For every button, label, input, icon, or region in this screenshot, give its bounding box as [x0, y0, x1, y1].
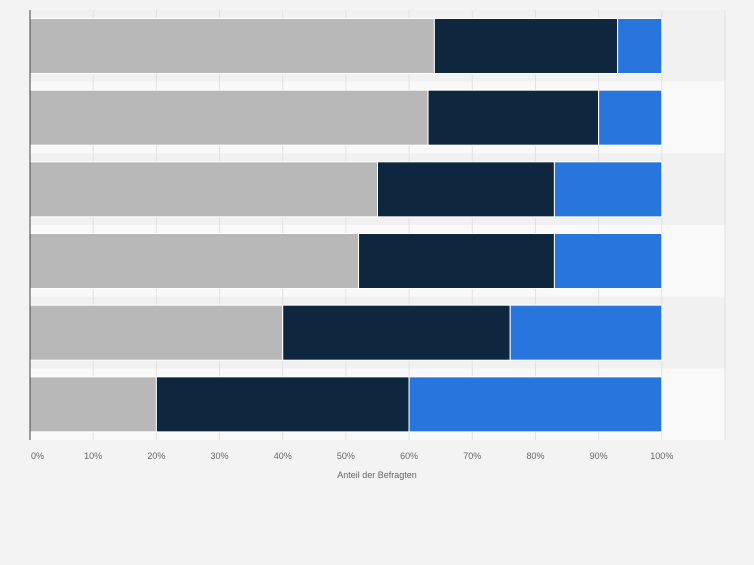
bar-segment-row3-series1	[29, 161, 378, 218]
bar-segment-row5-series1	[29, 304, 284, 361]
bar-segment-row6-series2	[155, 376, 410, 433]
bar-segment-row6-series1	[29, 376, 157, 433]
bar-segment-row2-series2	[427, 89, 600, 146]
bar-segment-row1-series2	[433, 18, 619, 74]
bars	[29, 18, 663, 433]
x-tick-label: 80%	[526, 451, 544, 461]
x-tick-label: 30%	[211, 451, 229, 461]
row-bands	[30, 10, 725, 441]
bar-segment-row5-series3	[509, 304, 663, 361]
bar-segment-row3-series3	[553, 161, 663, 218]
bar-segment-row1-series1	[29, 18, 435, 74]
bar-segment-row4-series3	[553, 233, 663, 290]
x-tick-label: 70%	[463, 451, 481, 461]
bar-segment-row4-series1	[29, 233, 360, 290]
x-tick-label: 0%	[31, 451, 44, 461]
x-tick-label: 90%	[590, 451, 608, 461]
x-tick-label: 60%	[400, 451, 418, 461]
bar-segment-row2-series1	[29, 89, 429, 146]
bar-segment-row5-series2	[282, 304, 511, 361]
tick-labels: 0% 10% 20% 30% 40% 50% 60% 70% 80% 90% 100%	[31, 451, 673, 461]
bar-segment-row3-series2	[377, 161, 555, 218]
x-tick-label: 40%	[274, 451, 292, 461]
bar-segment-row2-series3	[598, 89, 663, 146]
x-tick-label: 20%	[147, 451, 165, 461]
bar-segment-row4-series2	[358, 233, 555, 290]
x-tick-label: 10%	[84, 451, 102, 461]
x-tick-label: 50%	[337, 451, 355, 461]
x-axis-label: Anteil der Befragten	[337, 470, 417, 480]
x-tick-label: 100%	[650, 451, 673, 461]
bar-segment-row1-series3	[617, 18, 663, 74]
bar-segment-row6-series3	[408, 376, 663, 433]
